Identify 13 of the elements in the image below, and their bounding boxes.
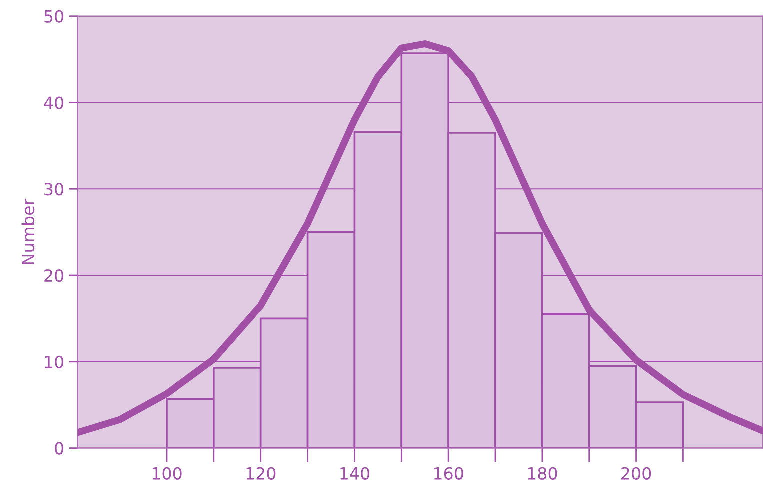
y-tick-label: 10 [45,356,64,368]
x-tick-label: 160 [434,467,464,480]
y-tick-label: 30 [44,183,64,196]
x-tick-label: 120 [246,467,276,480]
x-tick-label: 140 [340,467,370,480]
x-tick-label: 200 [622,467,652,480]
y-tick-label: 40 [44,96,64,110]
y-tick-label: 20 [44,269,64,282]
x-tick-label: 180 [528,467,558,480]
x-tick-label: 100 [152,467,182,480]
y-axis-title: Number [22,198,35,264]
y-tick-label: 0 [55,442,64,455]
y-tick-label: 50 [44,10,64,23]
